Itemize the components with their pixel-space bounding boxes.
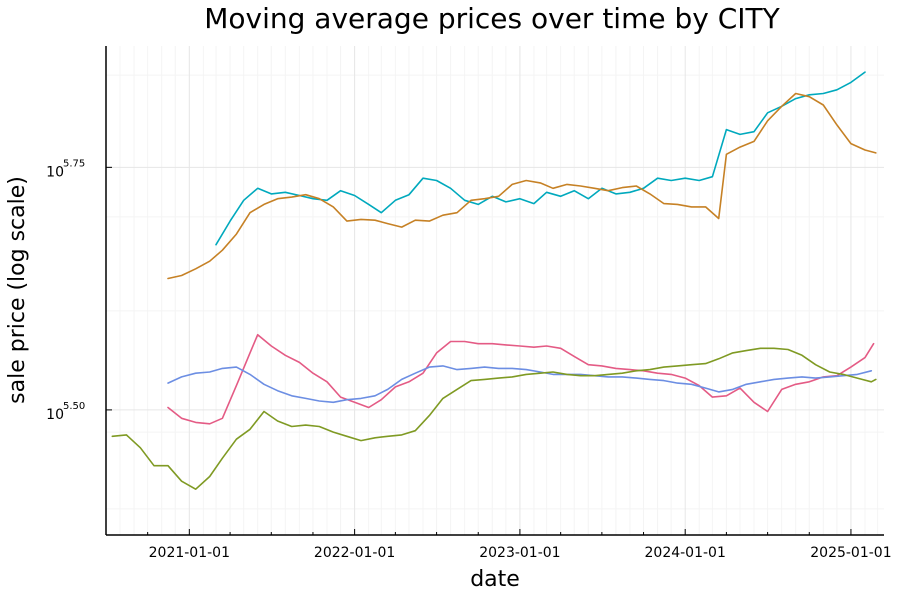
axes (105, 46, 884, 536)
x-axis-label: date (470, 567, 520, 592)
x-tick-label: 2023-01-01 (479, 545, 560, 561)
series-line-0 (215, 71, 866, 246)
x-tick-label: 2024-01-01 (645, 545, 726, 561)
x-ticks: 2021-01-01 2022-01-01 2023-01-01 2024-01-01… (147, 529, 892, 561)
chart-title: Moving average prices over time by CITY (204, 2, 780, 35)
series-line-1 (167, 92, 877, 280)
y-tick-label-base: 10 (46, 407, 64, 423)
x-tick-label: 2022-01-01 (314, 545, 395, 561)
grid (106, 46, 884, 535)
y-tick-label-base: 10 (46, 164, 64, 180)
series-line-2 (167, 333, 875, 425)
y-tick-label-exponent: 5.50 (63, 401, 85, 412)
series-line-3 (167, 365, 873, 404)
x-tick-label: 2025-01-01 (810, 545, 891, 561)
x-tick-label: 2021-01-01 (149, 545, 230, 561)
y-axis-label: sale price (log scale) (5, 176, 30, 404)
y-tick-label-exponent: 5.75 (63, 158, 85, 169)
series-line-4 (111, 347, 877, 491)
series-layer (111, 71, 877, 491)
